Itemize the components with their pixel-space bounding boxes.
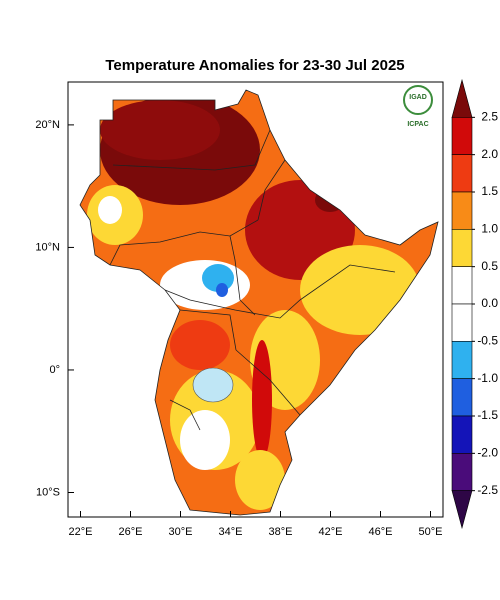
logo: IGAD ICPAC	[403, 85, 433, 128]
colorbar-label: -2.5	[477, 483, 498, 497]
colorbar-label: -1.5	[477, 408, 498, 422]
logo-bottom: ICPAC	[407, 121, 428, 128]
colorbar-bin	[451, 117, 473, 155]
colorbar-label: 0.5	[481, 259, 498, 273]
x-tick-label: 34°E	[219, 526, 243, 538]
colorbar-label: -1.0	[477, 371, 498, 385]
colorbar-bin	[451, 191, 473, 230]
y-tick-label: 0°	[49, 364, 60, 376]
logo-ring	[403, 85, 433, 115]
colorbar-bin	[451, 453, 473, 491]
colorbar-label: 1.0	[481, 222, 498, 236]
colorbar-bin	[451, 341, 473, 379]
colorbar-label: 0.0	[481, 296, 498, 310]
y-tick-label: 10°S	[36, 486, 60, 498]
colorbar-bin	[451, 415, 473, 454]
x-tick-label: 42°E	[319, 526, 343, 538]
colorbar-arrow	[451, 78, 473, 118]
anomaly-field	[80, 90, 438, 515]
colorbar-label: -2.0	[477, 446, 498, 460]
x-tick-label: 26°E	[119, 526, 143, 538]
y-tick-label: 10°N	[35, 241, 60, 253]
logo-top: IGAD	[409, 94, 427, 101]
colorbar-label: 2.5	[481, 110, 498, 124]
borders	[79, 89, 439, 516]
colorbar-label: -0.5	[477, 334, 498, 348]
colorbar-bin	[451, 229, 473, 267]
colorbar-bin	[451, 154, 473, 193]
x-tick-label: 50°E	[419, 526, 443, 538]
colorbar-bin	[451, 378, 473, 417]
y-tick-label: 20°N	[35, 119, 60, 131]
x-tick-label: 22°E	[69, 526, 93, 538]
map-title: Temperature Anomalies for 23-30 Jul 2025	[105, 57, 404, 74]
x-tick-label: 46°E	[369, 526, 393, 538]
x-tick-label: 38°E	[269, 526, 293, 538]
colorbar-label: 1.5	[481, 184, 498, 198]
map-frame	[67, 81, 444, 518]
colorbar-bin	[451, 303, 473, 342]
x-tick-label: 30°E	[169, 526, 193, 538]
colorbar-arrow	[451, 490, 473, 530]
colorbar-bin	[451, 266, 473, 305]
colorbar-label: 2.0	[481, 147, 498, 161]
